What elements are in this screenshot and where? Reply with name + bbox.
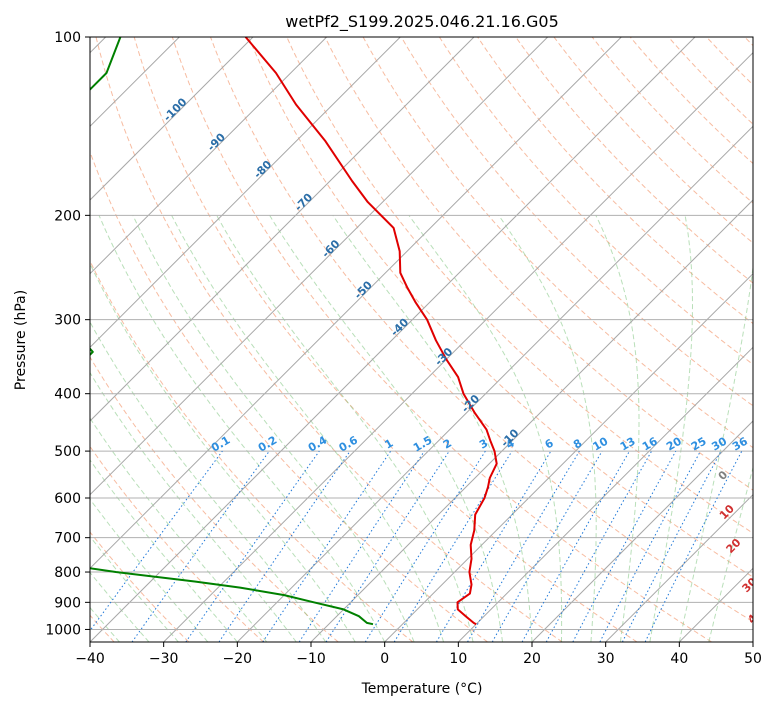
- x-tick-label: −40: [75, 651, 105, 667]
- dry-adiabat-line: [171, 37, 712, 642]
- mixing-ratio-line: [521, 450, 630, 642]
- moist-adiabat-line: [90, 321, 327, 642]
- x-tick-label: 50: [744, 651, 762, 667]
- dry-adiabat-line: [90, 445, 264, 642]
- y-tick-label: 400: [54, 387, 81, 403]
- y-axis-label: Pressure (hPa): [13, 290, 29, 390]
- dry-adiabats: [90, 37, 753, 642]
- isotherm-line: [90, 37, 328, 275]
- y-tick-label: 600: [54, 491, 81, 507]
- dry-adiabat-line: [210, 37, 753, 623]
- dry-adiabat-line: [95, 37, 563, 642]
- isotherm-line: [90, 37, 401, 349]
- y-tick-label: 1000: [45, 622, 81, 638]
- mixing-ratio-line: [131, 450, 270, 642]
- mixing-ratio-line: [545, 450, 653, 642]
- dry-adiabat-line: [515, 37, 753, 284]
- y-axis: 100 200 300 400 500 600 700 800 900 1000: [45, 30, 90, 638]
- isotherm-line: [531, 420, 753, 642]
- moist-adiabat-line: [90, 262, 356, 642]
- y-tick-label: 500: [54, 444, 81, 460]
- moist-adiabat-line: [90, 571, 150, 642]
- isotherm-line: [457, 346, 753, 642]
- dry-adiabat-line: [248, 37, 753, 578]
- moist-adiabat-line: [90, 498, 209, 642]
- isotherm-line: [236, 125, 753, 642]
- x-tick-label: −10: [296, 651, 326, 667]
- mixing-ratio-line: [298, 450, 425, 642]
- dry-adiabat-line: [90, 150, 488, 642]
- mixing-ratio-line: [262, 450, 392, 642]
- mixing-ratio-line: [218, 450, 351, 642]
- x-tick-label: 40: [670, 651, 688, 667]
- x-tick-label: −30: [149, 651, 179, 667]
- moist-adiabat-line: [90, 535, 179, 642]
- dry-adiabat-line: [438, 37, 753, 366]
- x-axis: −40 −30 −20 −10 0 10 20 30 40 50: [75, 642, 762, 667]
- x-tick-label: 20: [523, 651, 541, 667]
- moist-adiabat-line: [269, 215, 503, 642]
- x-tick-label: 10: [449, 651, 467, 667]
- temperature-profile-line: [244, 37, 498, 626]
- dry-adiabat-line: [400, 37, 753, 407]
- moist-adiabat-line: [708, 465, 753, 642]
- isotherm-line: [163, 51, 753, 642]
- isotherm-line: [310, 199, 753, 642]
- x-tick-label: 30: [597, 651, 615, 667]
- x-tick-label: −20: [223, 651, 253, 667]
- moist-adiabat-line: [98, 215, 386, 642]
- isotherm-line: [384, 272, 753, 642]
- isotherm-line: [90, 37, 254, 201]
- moist-adiabat-line: [132, 215, 415, 642]
- plot-frame: [89, 36, 754, 643]
- moist-adiabat-line: [595, 215, 640, 642]
- mixing-ratio-line: [90, 450, 223, 632]
- dry-adiabat-line: [90, 356, 339, 642]
- isotherm-line: [90, 37, 696, 642]
- moist-adiabat-line: [90, 371, 297, 642]
- mixing-ratio-line: [185, 450, 320, 642]
- moist-adiabat-line: [678, 263, 753, 642]
- moist-adiabat-line: [408, 215, 563, 642]
- moist-adiabat-line: [90, 459, 238, 642]
- isotherm-line: [90, 37, 475, 422]
- moist-adiabat-label: 40: [745, 606, 765, 626]
- x-tick-label: 0: [380, 651, 389, 667]
- mixing-ratio-line: [644, 450, 743, 642]
- moist-adiabat-line: [90, 417, 268, 642]
- x-axis-label: Temperature (°C): [361, 681, 483, 697]
- moist-adiabat-line: [171, 215, 445, 642]
- dry-adiabat-line: [324, 37, 753, 491]
- isobars: [90, 37, 753, 630]
- y-tick-label: 300: [54, 313, 81, 329]
- series-layer: [90, 37, 498, 626]
- isotherm-line: [90, 37, 622, 570]
- y-tick-label: 100: [54, 30, 81, 46]
- dry-adiabat-line: [133, 37, 638, 642]
- dry-adiabat-line: [90, 531, 190, 642]
- mixing-ratio-line: [325, 450, 450, 642]
- y-tick-label: 700: [54, 531, 81, 547]
- y-tick-label: 800: [54, 565, 81, 581]
- plot-area: 0.1 0.2 0.4 0.6 1 1.5 2 3 4 6 8 10 13 16 20 25 30 36-100-…: [90, 37, 765, 642]
- mixing-ratio-line: [572, 450, 677, 642]
- isotherm-line: [605, 493, 753, 642]
- chart-title: wetPf2_S199.2025.046.21.16.G05: [285, 12, 559, 32]
- moist-adiabat-line: [649, 215, 693, 642]
- isotherm-line: [90, 37, 549, 496]
- moist-adiabats: [90, 215, 753, 642]
- moist-adiabat-line: [498, 215, 597, 642]
- y-tick-label: 200: [54, 208, 81, 224]
- y-tick-label: 900: [54, 595, 81, 611]
- isotherms: [90, 37, 753, 642]
